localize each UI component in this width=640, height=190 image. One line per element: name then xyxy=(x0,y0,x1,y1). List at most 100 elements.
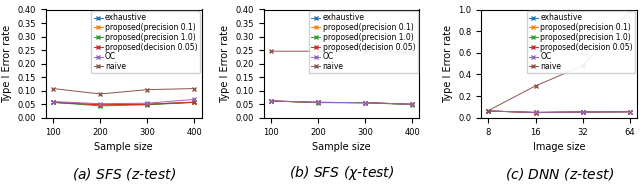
Line: naive: naive xyxy=(486,9,632,112)
exhaustive xyxy=(626,110,634,113)
exhaustive xyxy=(408,103,416,105)
proposed(precision 0.1) xyxy=(408,103,416,105)
proposed(precision 0.1) xyxy=(267,100,275,102)
naive xyxy=(361,50,369,52)
proposed(precision 1.0) xyxy=(143,104,151,106)
exhaustive xyxy=(267,100,275,102)
naive xyxy=(484,109,492,112)
OC xyxy=(191,98,198,101)
proposed(precision 1.0) xyxy=(361,102,369,104)
exhaustive xyxy=(191,101,198,103)
naive xyxy=(143,89,151,91)
exhaustive xyxy=(314,101,322,104)
Line: naive: naive xyxy=(269,49,414,55)
proposed(decision 0.05) xyxy=(314,101,322,104)
exhaustive xyxy=(484,110,492,112)
OC xyxy=(484,110,492,112)
Line: exhaustive: exhaustive xyxy=(51,100,196,107)
proposed(decision 0.05) xyxy=(191,101,198,104)
proposed(decision 0.05) xyxy=(484,110,492,112)
proposed(precision 0.1) xyxy=(143,103,151,105)
proposed(precision 1.0) xyxy=(579,111,586,113)
naive xyxy=(97,93,104,95)
OC xyxy=(532,111,540,113)
proposed(decision 0.05) xyxy=(267,100,275,102)
OC xyxy=(49,100,57,103)
OC xyxy=(314,101,322,104)
naive xyxy=(191,87,198,90)
naive xyxy=(408,52,416,54)
naive xyxy=(49,87,57,90)
naive xyxy=(314,50,322,52)
proposed(decision 0.05) xyxy=(626,111,634,113)
proposed(precision 1.0) xyxy=(314,101,322,104)
proposed(precision 1.0) xyxy=(484,110,492,112)
proposed(precision 0.1) xyxy=(532,111,540,113)
proposed(precision 0.1) xyxy=(626,110,634,113)
Line: proposed(precision 0.1): proposed(precision 0.1) xyxy=(269,99,414,106)
proposed(precision 0.1) xyxy=(191,101,198,103)
Line: proposed(precision 1.0): proposed(precision 1.0) xyxy=(269,99,414,106)
proposed(decision 0.05) xyxy=(579,111,586,113)
exhaustive xyxy=(532,111,540,113)
Line: proposed(precision 0.1): proposed(precision 0.1) xyxy=(486,109,632,114)
proposed(precision 0.1) xyxy=(97,104,104,106)
proposed(decision 0.05) xyxy=(361,101,369,104)
proposed(precision 0.1) xyxy=(314,101,322,104)
proposed(decision 0.05) xyxy=(49,101,57,104)
exhaustive xyxy=(143,103,151,105)
naive xyxy=(267,50,275,52)
proposed(precision 0.1) xyxy=(579,111,586,113)
Y-axis label: Type I Error rate: Type I Error rate xyxy=(443,25,453,103)
Text: (b) SFS ($\chi$-test): (b) SFS ($\chi$-test) xyxy=(289,164,394,182)
Line: proposed(precision 1.0): proposed(precision 1.0) xyxy=(486,109,632,114)
naive xyxy=(579,65,586,67)
Legend: exhaustive, proposed(precision 0.1), proposed(precision 1.0), proposed(decision : exhaustive, proposed(precision 0.1), pro… xyxy=(92,11,200,73)
Line: proposed(precision 1.0): proposed(precision 1.0) xyxy=(51,101,196,108)
X-axis label: Sample size: Sample size xyxy=(312,142,371,152)
proposed(precision 0.1) xyxy=(484,110,492,112)
Legend: exhaustive, proposed(precision 0.1), proposed(precision 1.0), proposed(decision : exhaustive, proposed(precision 0.1), pro… xyxy=(309,11,418,73)
Line: naive: naive xyxy=(51,87,196,96)
proposed(precision 1.0) xyxy=(191,101,198,104)
proposed(precision 1.0) xyxy=(626,111,634,113)
Line: proposed(decision 0.05): proposed(decision 0.05) xyxy=(486,109,632,114)
Y-axis label: Type I Error rate: Type I Error rate xyxy=(220,25,230,103)
Line: proposed(decision 0.05): proposed(decision 0.05) xyxy=(269,99,414,106)
OC xyxy=(579,111,586,113)
Line: proposed(decision 0.05): proposed(decision 0.05) xyxy=(51,101,196,107)
proposed(precision 1.0) xyxy=(532,112,540,114)
exhaustive xyxy=(97,104,104,106)
proposed(precision 0.1) xyxy=(361,101,369,104)
proposed(precision 0.1) xyxy=(49,101,57,103)
exhaustive xyxy=(49,101,57,104)
OC xyxy=(408,103,416,105)
Text: (a) SFS ($z$-test): (a) SFS ($z$-test) xyxy=(72,166,176,182)
X-axis label: Image size: Image size xyxy=(533,142,586,152)
proposed(precision 1.0) xyxy=(97,105,104,107)
proposed(decision 0.05) xyxy=(532,112,540,114)
X-axis label: Sample size: Sample size xyxy=(95,142,153,152)
Text: (c) DNN ($z$-test): (c) DNN ($z$-test) xyxy=(504,166,614,182)
OC xyxy=(97,103,104,105)
Line: OC: OC xyxy=(51,98,196,105)
Line: OC: OC xyxy=(486,109,632,114)
OC xyxy=(626,111,634,113)
naive xyxy=(626,10,634,12)
proposed(precision 1.0) xyxy=(267,100,275,102)
proposed(precision 1.0) xyxy=(408,103,416,106)
Line: proposed(precision 0.1): proposed(precision 0.1) xyxy=(51,100,196,107)
Line: OC: OC xyxy=(269,99,414,106)
proposed(precision 1.0) xyxy=(49,101,57,104)
Legend: exhaustive, proposed(precision 0.1), proposed(precision 1.0), proposed(decision : exhaustive, proposed(precision 0.1), pro… xyxy=(527,11,636,73)
Line: exhaustive: exhaustive xyxy=(486,109,632,114)
naive xyxy=(532,85,540,87)
proposed(decision 0.05) xyxy=(143,103,151,105)
exhaustive xyxy=(361,101,369,104)
OC xyxy=(361,101,369,104)
Line: exhaustive: exhaustive xyxy=(269,99,414,106)
exhaustive xyxy=(579,111,586,113)
Y-axis label: Type I Error rate: Type I Error rate xyxy=(3,25,12,103)
OC xyxy=(143,102,151,104)
OC xyxy=(267,100,275,102)
